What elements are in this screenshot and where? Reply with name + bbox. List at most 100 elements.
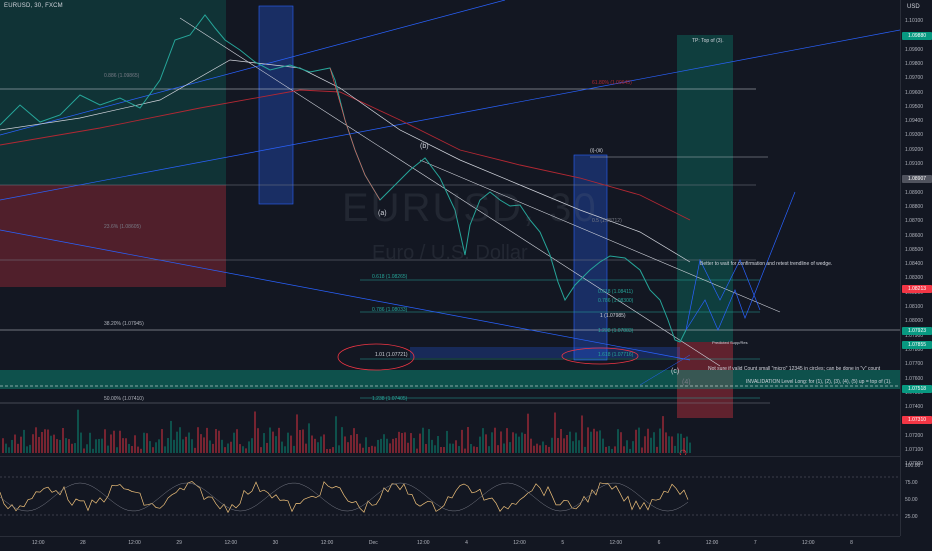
- volume-bar: [20, 436, 22, 453]
- price-scale[interactable]: USD 1.101001.100001.099001.098001.097001…: [900, 0, 932, 536]
- time-label: 12:00: [802, 540, 815, 546]
- volume-bar: [104, 429, 106, 453]
- volume-bar: [512, 432, 514, 453]
- sl-zone: [677, 342, 733, 418]
- volume-bar: [419, 433, 421, 453]
- ma-100: [0, 59, 691, 263]
- price-line: [0, 14, 687, 343]
- volume-bar: [347, 442, 349, 453]
- volume-bar: [383, 434, 385, 453]
- volume-bar: [551, 437, 553, 453]
- volume-bar: [35, 427, 37, 453]
- volume-bar: [464, 448, 466, 453]
- price-chart[interactable]: [0, 0, 900, 455]
- volume-bar: [191, 439, 193, 453]
- volume-bar: [122, 438, 124, 453]
- volume-bar: [572, 441, 574, 453]
- volume-bar: [389, 443, 391, 453]
- price-badge: 1.07310: [902, 416, 932, 424]
- time-axis[interactable]: 12:00 28 12:00 29 12:00 30 12:00 Dec 12:00 4 12:00…: [0, 536, 900, 551]
- price-tick: 1.07400: [905, 404, 924, 411]
- volume-bar: [143, 432, 145, 453]
- volume-bar: [161, 429, 163, 453]
- volume-bar: [665, 432, 667, 453]
- volume-bar: [509, 442, 511, 453]
- volume-bar: [125, 438, 127, 453]
- volume-bar: [98, 438, 100, 453]
- price-badge: 1.08213: [902, 285, 932, 293]
- volume-bar: [2, 438, 4, 453]
- volume-bar: [215, 429, 217, 453]
- symbol-legend[interactable]: EURUSD, 30, FXCM: [4, 3, 63, 9]
- volume-bar: [62, 427, 64, 453]
- volume-bar: [449, 443, 451, 453]
- volume-bar: [65, 438, 67, 453]
- fib-1238: 1.238 (1.07883): [598, 328, 634, 334]
- volume-bar: [524, 433, 526, 453]
- volume-bar: [353, 428, 355, 453]
- volume-bar: [338, 445, 340, 453]
- time-label: 12:00: [417, 540, 430, 546]
- fib-mid: 23.6% (1.08605): [104, 224, 141, 230]
- volume-bar: [68, 439, 70, 453]
- volume-bar: [311, 435, 313, 453]
- volume-bar: [425, 443, 427, 453]
- price-tick: 1.08400: [905, 261, 924, 268]
- volume-bar: [152, 447, 154, 453]
- price-badge: 1.07855: [902, 341, 932, 349]
- volume-bar: [599, 430, 601, 453]
- volume-bar: [344, 436, 346, 453]
- price-badge: 1.08907: [902, 175, 932, 183]
- volume-bar: [377, 439, 379, 453]
- price-tick: 1.08800: [905, 203, 924, 210]
- fib-1618: 1.618 (1.07716): [598, 352, 634, 358]
- volume-bar: [101, 438, 103, 453]
- volume-bar: [530, 438, 532, 453]
- volume-bar: [392, 438, 394, 453]
- volume-bar: [185, 436, 187, 453]
- volume-bar: [458, 446, 460, 453]
- watermark-name: Euro / U.S. Dollar: [372, 242, 528, 264]
- volume-bar: [488, 446, 490, 453]
- volume-bar: [140, 448, 142, 453]
- trendline: [0, 0, 506, 136]
- time-label: 8: [850, 540, 853, 546]
- volume-bar: [227, 443, 229, 453]
- oscillator-pane[interactable]: [0, 456, 900, 537]
- price-tick: 1.09900: [905, 46, 924, 53]
- volume-bar: [614, 446, 616, 453]
- volume-bar: [578, 440, 580, 453]
- volume-bar: [398, 431, 400, 453]
- volume-bar: [422, 427, 424, 453]
- volume-bar: [158, 439, 160, 453]
- volume-bar: [194, 447, 196, 453]
- volume-bar: [518, 436, 520, 453]
- invalidation-note: INVALIDATION Level Long: for (1), (2), (…: [746, 379, 892, 385]
- volume-bar: [332, 447, 334, 453]
- price-line-down: [329, 67, 381, 201]
- volume-bar: [8, 447, 10, 453]
- volume-bar: [290, 435, 292, 453]
- fib-1238b: 1.238 (1.07405): [372, 396, 408, 402]
- price-tick: 1.07200: [905, 432, 924, 439]
- volume-bar: [47, 429, 49, 453]
- volume-bar: [434, 445, 436, 453]
- fib-band: [410, 347, 680, 358]
- volume-bar: [581, 415, 583, 453]
- chart-pane[interactable]: EURUSD, 30, FXCM EURUSD, 30 Euro / U.S. …: [0, 0, 900, 455]
- volume-bar: [374, 446, 376, 453]
- wave-a-label: (a): [378, 210, 387, 217]
- highlight-ellipse-2: [561, 347, 639, 365]
- volume-bar: [461, 429, 463, 453]
- volume-bar: [50, 435, 52, 453]
- volume-bar: [443, 447, 445, 453]
- volume-bar: [386, 438, 388, 453]
- volume-bar: [527, 413, 529, 453]
- volume-bar: [254, 411, 256, 453]
- volume-bar: [164, 446, 166, 453]
- fib-red: 61.80% (1.09645): [592, 80, 632, 86]
- volume-bar: [224, 447, 226, 453]
- volume-bar: [470, 444, 472, 453]
- volume-bar: [167, 438, 169, 453]
- volume-bar: [653, 432, 655, 453]
